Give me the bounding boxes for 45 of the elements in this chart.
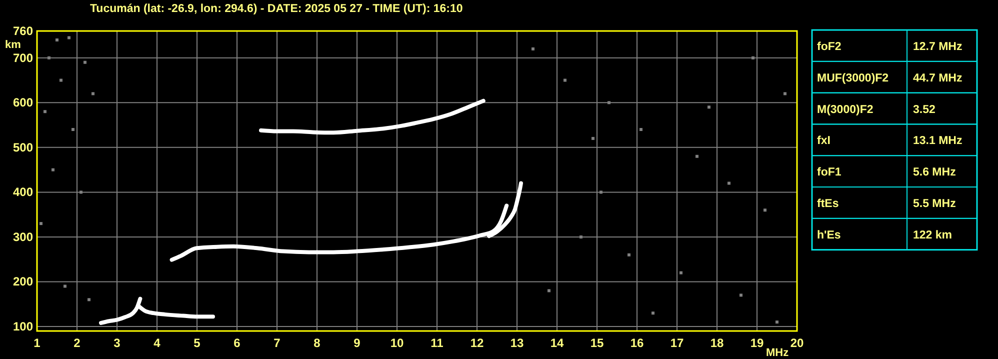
y-tick-label: 700 xyxy=(12,50,34,65)
x-tick-label: 11 xyxy=(430,336,444,350)
x-tick-label: 14 xyxy=(550,336,564,350)
x-tick-label: 6 xyxy=(234,336,241,350)
x-tick-label: 19 xyxy=(750,336,764,350)
x-tick-label: 16 xyxy=(630,336,644,350)
text: 44.7 MHz xyxy=(913,72,962,84)
y-tick-label: 600 xyxy=(12,96,34,110)
x-tick-label: 12 xyxy=(470,336,484,350)
x-axis-title: MHz xyxy=(766,347,790,359)
category-label: ftEs xyxy=(817,198,839,210)
text: 3.52 xyxy=(913,104,936,116)
x-tick-label: 8 xyxy=(314,336,321,350)
x-tick-label: 13 xyxy=(510,336,524,350)
x-tick-label: 17 xyxy=(670,336,684,350)
text: 5.5 MHz xyxy=(913,198,956,210)
x-tick-label: 3 xyxy=(114,336,121,350)
category-label: h'Es xyxy=(817,229,841,242)
y-axis-title: km xyxy=(5,39,22,51)
x-tick-label: 1 xyxy=(34,336,41,350)
y-tick-label: 400 xyxy=(12,185,34,200)
text: 122 km xyxy=(913,229,952,242)
x-tick-label: 5 xyxy=(194,336,201,350)
category-label: foF2 xyxy=(817,41,842,53)
y-tick-label: 760 xyxy=(12,24,34,38)
category-label: M(3000)F2 xyxy=(817,104,874,116)
x-tick-label: 15 xyxy=(590,336,604,350)
x-tick-label: 2 xyxy=(74,336,81,350)
y-tick-label: 100 xyxy=(12,320,34,334)
x-tick-label: 7 xyxy=(274,336,281,350)
category-label: foF1 xyxy=(817,166,842,179)
text: 13.1 MHz xyxy=(913,135,962,148)
category-label: fxI xyxy=(817,135,830,148)
chart-title: Tucumán (lat: -26.9, lon: 294.6) - DATE: 2025 05 27 - TIME (UT): 16:10 xyxy=(90,3,463,15)
text: 12.7 MHz xyxy=(913,41,962,53)
x-tick-label: 20 xyxy=(790,336,804,350)
x-tick-label: 9 xyxy=(354,336,361,350)
text: 5.6 MHz xyxy=(913,166,956,179)
x-tick-label: 18 xyxy=(710,336,724,350)
category-label: MUF(3000)F2 xyxy=(817,72,889,84)
x-tick-label: 4 xyxy=(154,336,161,350)
y-tick-label: 500 xyxy=(12,140,34,154)
y-tick-label: 200 xyxy=(12,274,34,289)
y-tick-label: 300 xyxy=(12,230,34,244)
x-tick-label: 10 xyxy=(390,336,404,350)
